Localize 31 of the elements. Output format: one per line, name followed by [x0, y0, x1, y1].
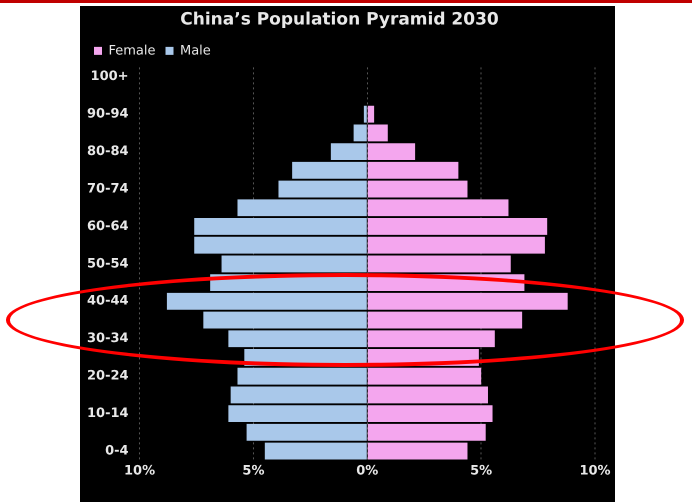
bar: [368, 330, 495, 348]
bar: [194, 236, 367, 254]
y-tick-label: 20-24: [87, 368, 129, 384]
bar: [368, 218, 548, 235]
bar: [368, 368, 482, 385]
bar: [364, 106, 367, 123]
x-tick-label: 10%: [579, 464, 611, 479]
bar: [237, 368, 367, 385]
legend-label: Male: [180, 43, 211, 58]
bar: [368, 199, 508, 216]
y-tick-label: 70-74: [87, 181, 129, 196]
x-tick-label: 5%: [470, 464, 492, 479]
x-tick-label: 0%: [356, 464, 378, 479]
y-tick-label: 90-94: [87, 106, 129, 122]
bar: [228, 330, 367, 348]
bar: [194, 218, 367, 235]
x-tick-label: 10%: [124, 464, 156, 479]
y-tick-label: 40-44: [87, 294, 129, 309]
y-tick-label: 10-14: [87, 406, 129, 421]
y-tick-label: 80-84: [87, 144, 129, 159]
y-tick-label: 30-34: [87, 331, 129, 346]
y-tick-label: 0-4: [105, 443, 129, 458]
bar: [237, 199, 367, 216]
x-tick-label: 5%: [242, 464, 264, 479]
chart-title: China’s Population Pyramid 2030: [180, 10, 499, 30]
y-tick-label: 60-64: [87, 218, 129, 234]
legend-label: Female: [108, 43, 156, 58]
y-tick-label: 100+: [90, 69, 129, 84]
bar: [368, 236, 545, 254]
bar: [368, 106, 374, 123]
y-tick-label: 50-54: [87, 256, 129, 272]
